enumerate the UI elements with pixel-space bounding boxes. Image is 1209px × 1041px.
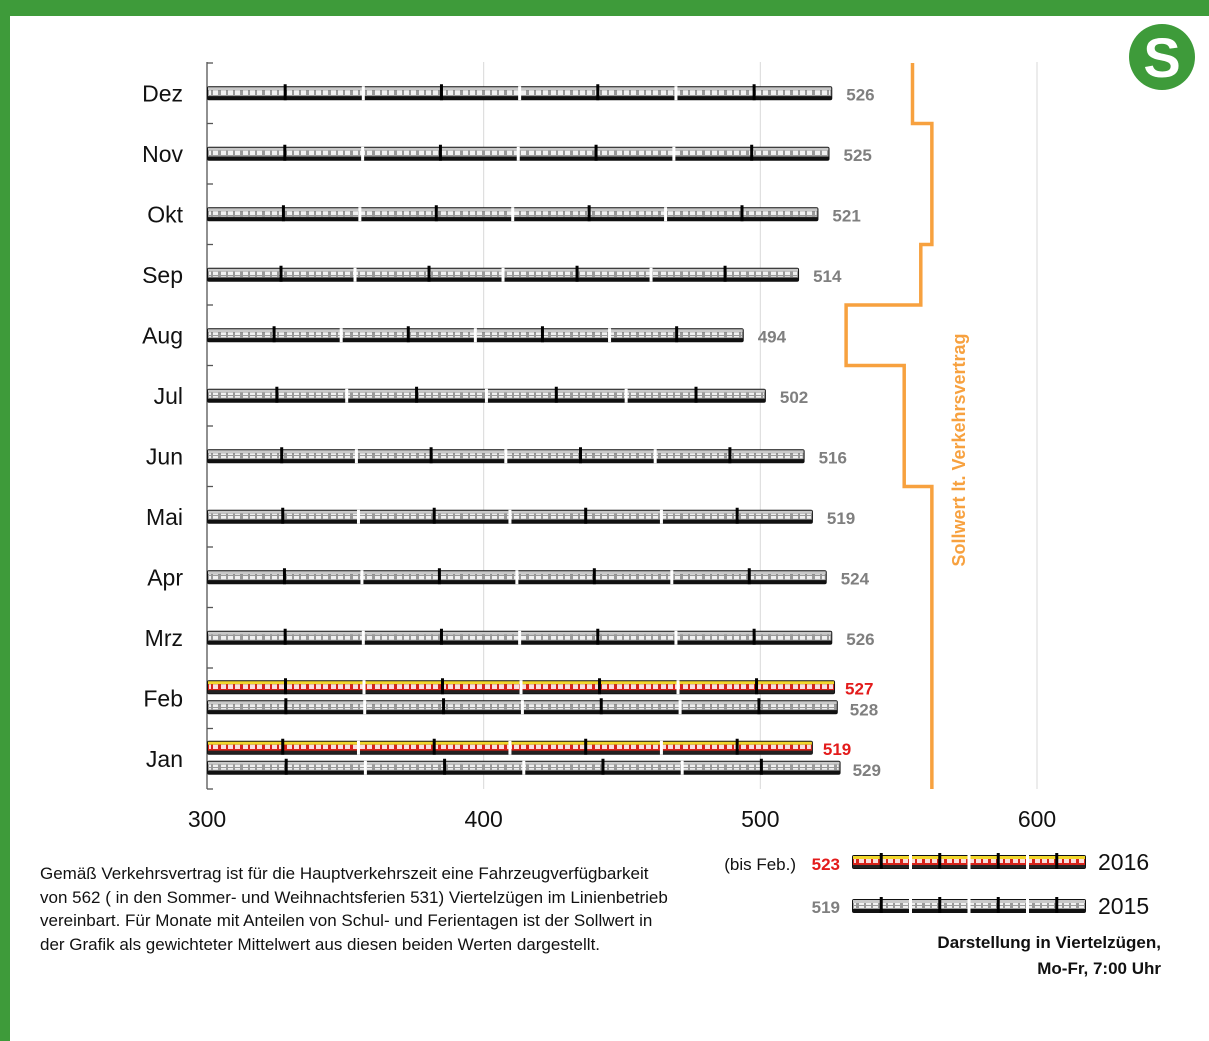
legend-train-2015 [852, 897, 1086, 913]
bar-2015-jun [207, 447, 805, 464]
legend-2016-prefix: (bis Feb.) [724, 855, 796, 874]
bar-2015-mai [207, 507, 813, 524]
sollwert-label: Sollwert lt. Verkehrsvertrag [949, 333, 969, 566]
sollwert-layer: Sollwert lt. Verkehrsvertrag [844, 63, 969, 789]
category-label-jan: Jan [146, 746, 183, 772]
value-label-2015: 514 [813, 267, 842, 286]
x-tick-label: 600 [1018, 806, 1056, 832]
value-label-2016: 527 [845, 679, 873, 698]
category-label-feb: Feb [143, 685, 183, 711]
bar-2015-jan [207, 758, 841, 775]
x-tick-label: 300 [188, 806, 226, 832]
value-label-2015: 529 [853, 761, 881, 780]
category-label-nov: Nov [142, 141, 183, 167]
bar-2015-mrz [207, 628, 833, 645]
legend: (bis Feb.) 523 2016 519 2015 Darstellung… [724, 849, 1161, 978]
logo-letter: S [1143, 26, 1180, 89]
value-label-2015: 502 [780, 388, 808, 407]
bar-2015-aug [207, 326, 744, 343]
value-label-2015: 519 [827, 509, 855, 528]
sollwert-line [844, 63, 934, 789]
legend-train-2016-shape [852, 853, 1086, 869]
sbahn-logo: S [1129, 24, 1195, 90]
bar-2016-jan [207, 738, 813, 755]
value-label-2015: 525 [844, 146, 872, 165]
bar-2015-okt [207, 205, 819, 222]
category-label-mrz: Mrz [145, 625, 183, 651]
category-label-mai: Mai [146, 504, 183, 530]
bar-2015-dez [207, 84, 833, 101]
bars-layer: 5195295275285265245195165024945145215255… [207, 84, 881, 780]
category-label-dez: Dez [142, 80, 183, 106]
value-label-2015: 524 [841, 569, 870, 588]
explanatory-note: Gemäß Verkehrsvertrag ist für die Hauptv… [40, 864, 668, 954]
legend-2016-value: 523 [812, 855, 840, 874]
category-label-aug: Aug [142, 322, 183, 348]
bar-2015-feb [207, 698, 838, 715]
category-label-apr: Apr [147, 564, 183, 590]
value-label-2015: 526 [846, 630, 874, 649]
x-tick-label: 500 [741, 806, 779, 832]
axis-layer: 300 400 500 600 Jan Feb Mrz Apr Mai Jun Jul Aug Sep O… [142, 62, 1056, 832]
legend-caption-line2: Mo-Fr, 7:00 Uhr [1037, 959, 1161, 978]
category-label-jun: Jun [146, 443, 183, 469]
legend-2015-year: 2015 [1098, 893, 1149, 919]
category-label-okt: Okt [147, 201, 183, 227]
bar-2015-apr [207, 568, 827, 585]
legend-2016-year: 2016 [1098, 849, 1149, 875]
legend-caption-line1: Darstellung in Viertelzügen, [937, 933, 1161, 952]
legend-2015-value: 519 [812, 898, 840, 917]
value-label-2015: 521 [832, 206, 860, 225]
x-tick-label: 400 [464, 806, 502, 832]
value-label-2015: 494 [758, 327, 787, 346]
bar-2015-jul [207, 386, 766, 403]
value-label-2015: 528 [850, 700, 878, 719]
category-label-sep: Sep [142, 262, 183, 288]
value-label-2015: 526 [846, 85, 874, 104]
category-label-jul: Jul [154, 383, 183, 409]
legend-train-2015-shape [852, 897, 1086, 913]
bar-2015-sep [207, 265, 800, 282]
grid-layer [483, 62, 1038, 789]
legend-train-2016 [852, 853, 1086, 869]
value-label-2016: 519 [823, 740, 851, 759]
bar-2016-feb [207, 678, 836, 695]
logo-circle [1129, 24, 1195, 90]
bar-2015-nov [207, 144, 830, 161]
value-label-2015: 516 [819, 448, 847, 467]
